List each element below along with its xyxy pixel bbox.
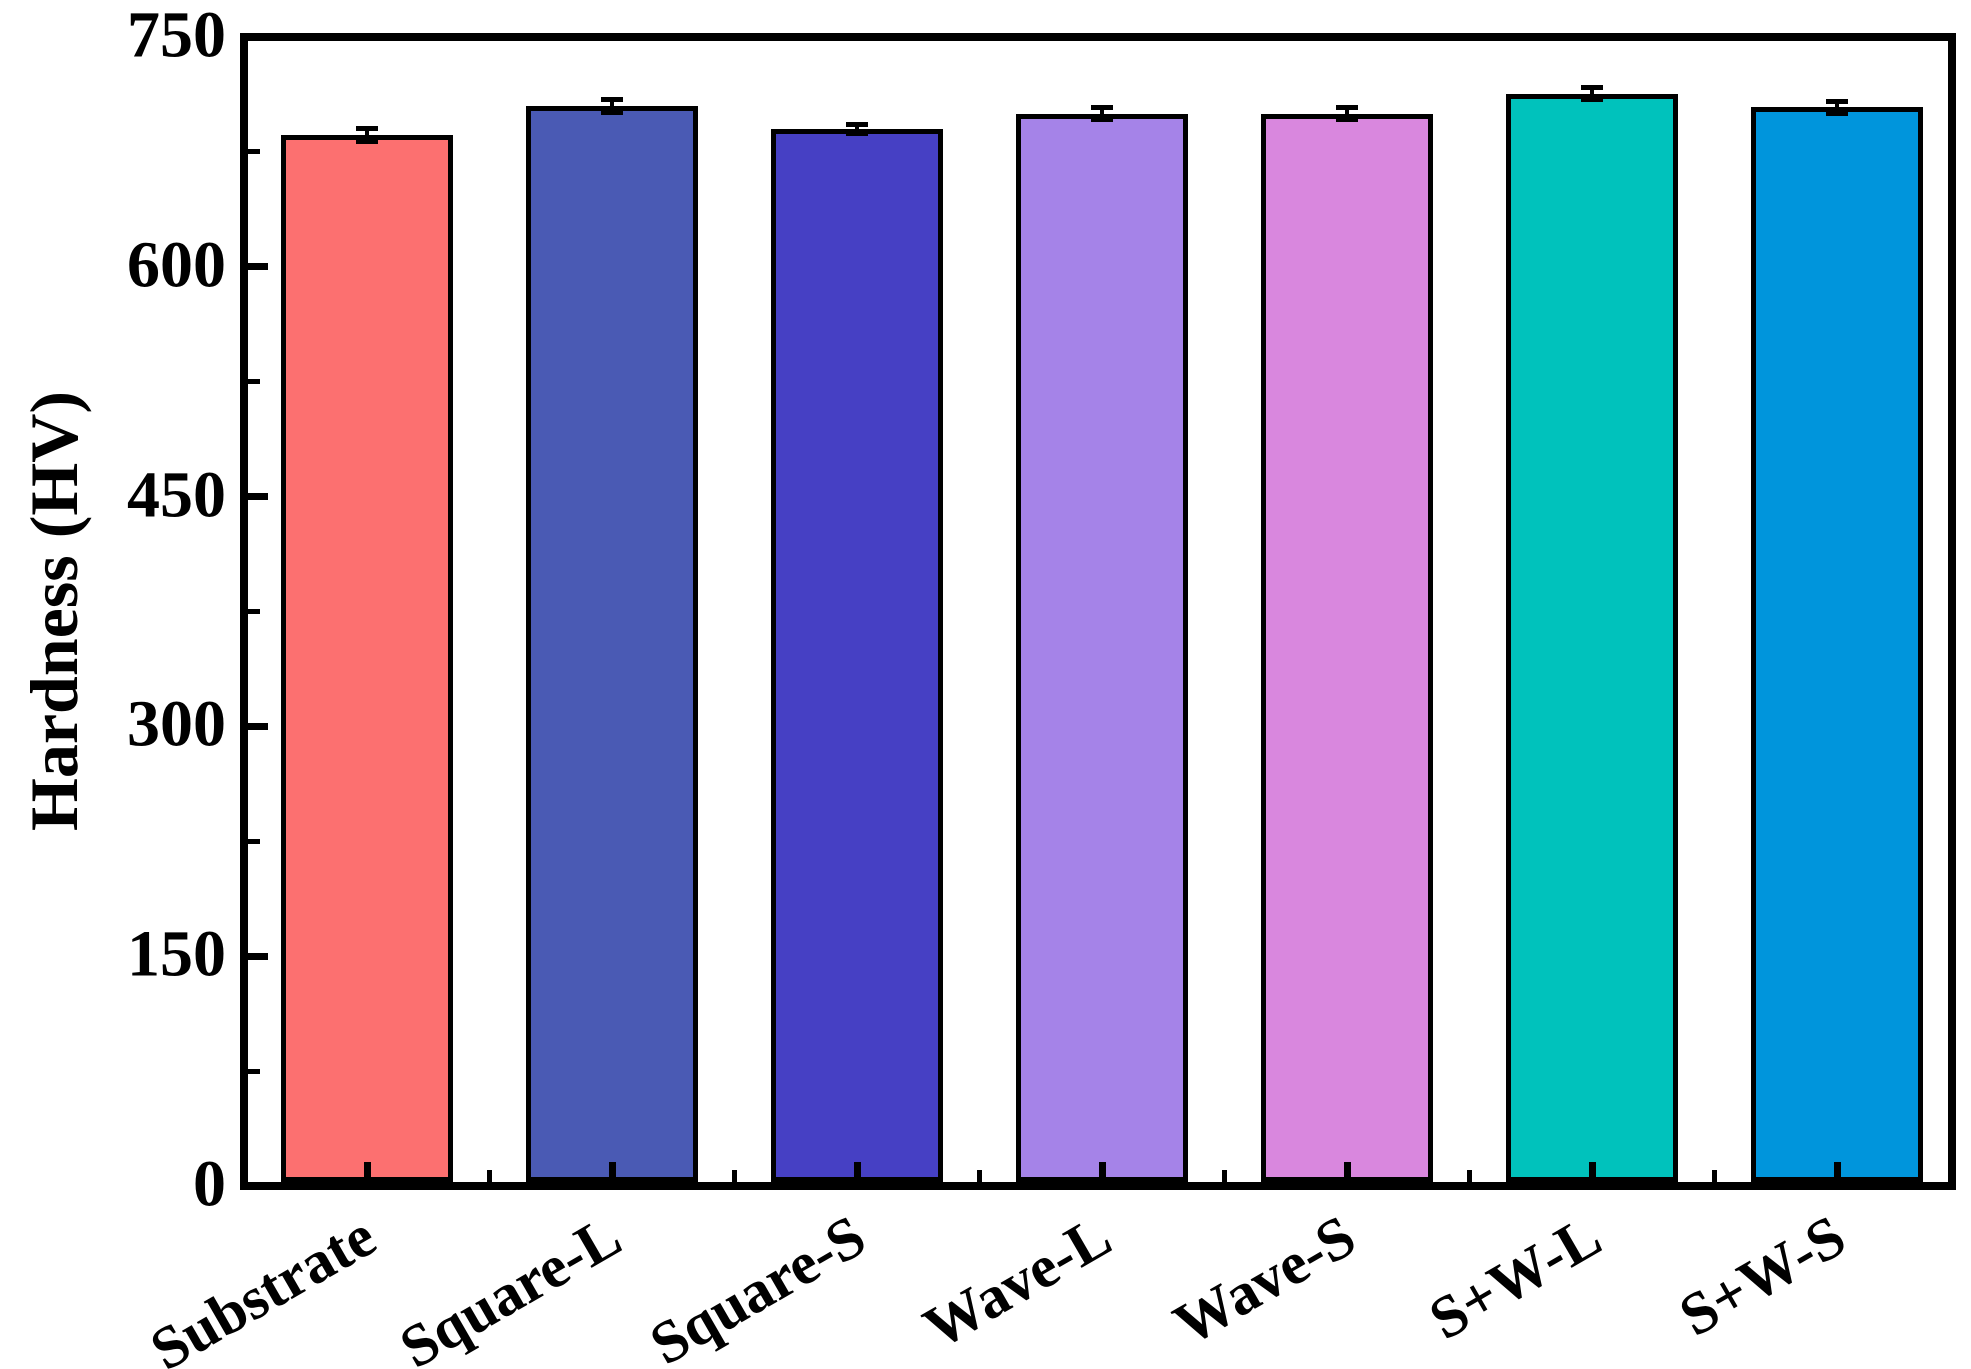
error-bar-cap-top (1826, 98, 1848, 104)
y-major-tick (248, 952, 268, 960)
error-bar (1835, 101, 1839, 114)
error-bar-cap-bottom (1091, 117, 1113, 123)
y-tick-label: 450 (127, 458, 226, 532)
y-major-tick (248, 493, 268, 501)
error-bar-cap-bottom (1336, 117, 1358, 123)
error-bar-cap-bottom (846, 131, 868, 137)
x-minor-tick (1222, 1170, 1227, 1182)
x-tick-label: Wave-L (912, 1202, 1122, 1362)
error-bar-cap-top (601, 97, 623, 103)
error-bar-cap-top (1581, 85, 1603, 91)
x-major-tick (1098, 1162, 1106, 1182)
error-bar-cap-top (1091, 104, 1113, 110)
y-minor-tick (248, 1068, 260, 1074)
bar-wave-l (1016, 113, 1188, 1182)
x-tick-label: Substrate (139, 1202, 387, 1369)
error-bar-cap-bottom (356, 138, 378, 144)
x-minor-tick (977, 1170, 982, 1182)
plot-frame (240, 33, 1956, 1190)
y-axis-title: Hardness (HV) (16, 390, 92, 832)
x-major-tick (1588, 1162, 1596, 1182)
error-bar (855, 124, 859, 134)
y-major-tick (248, 33, 268, 41)
x-tick-label: Wave-S (1163, 1202, 1367, 1358)
error-bar (610, 99, 614, 113)
x-minor-tick (1712, 1170, 1717, 1182)
x-minor-tick (732, 1170, 737, 1182)
error-bar-cap-bottom (1581, 97, 1603, 103)
y-minor-tick (248, 379, 260, 385)
x-tick-label: S+W-L (1417, 1202, 1612, 1353)
y-major-tick (248, 722, 268, 730)
x-major-tick (608, 1162, 616, 1182)
bar-square-s (771, 128, 943, 1182)
error-bar (1100, 107, 1104, 120)
x-minor-tick (1467, 1170, 1472, 1182)
y-minor-tick (248, 838, 260, 844)
x-major-tick (363, 1162, 371, 1182)
y-tick-label: 150 (127, 917, 226, 991)
error-bar-cap-bottom (601, 109, 623, 115)
x-minor-tick (487, 1170, 492, 1182)
y-major-tick (248, 263, 268, 271)
y-tick-label: 600 (127, 228, 226, 302)
error-bar (365, 128, 369, 142)
x-tick-label: Square-L (388, 1202, 632, 1369)
bar-s+w-s (1751, 107, 1923, 1182)
error-bar (1345, 107, 1349, 120)
x-tick-label: S+W-S (1668, 1202, 1857, 1349)
x-tick-label: Square-S (639, 1202, 877, 1369)
error-bar-cap-top (1336, 104, 1358, 110)
error-bar-cap-bottom (1826, 111, 1848, 117)
bar-square-l (526, 105, 698, 1182)
y-tick-label: 750 (127, 0, 226, 72)
bar-wave-s (1261, 113, 1433, 1182)
error-bar-cap-top (356, 126, 378, 132)
y-minor-tick (248, 149, 260, 155)
y-tick-label: 300 (127, 688, 226, 762)
y-minor-tick (248, 609, 260, 614)
x-major-tick (853, 1162, 861, 1182)
bar-substrate (281, 135, 453, 1182)
x-major-tick (1833, 1162, 1841, 1182)
x-major-tick (1343, 1162, 1351, 1182)
y-tick-label: 0 (193, 1147, 226, 1221)
error-bar (1590, 87, 1594, 100)
bar-s+w-l (1506, 93, 1678, 1182)
error-bar-cap-top (846, 121, 868, 127)
y-major-tick (248, 1182, 268, 1190)
